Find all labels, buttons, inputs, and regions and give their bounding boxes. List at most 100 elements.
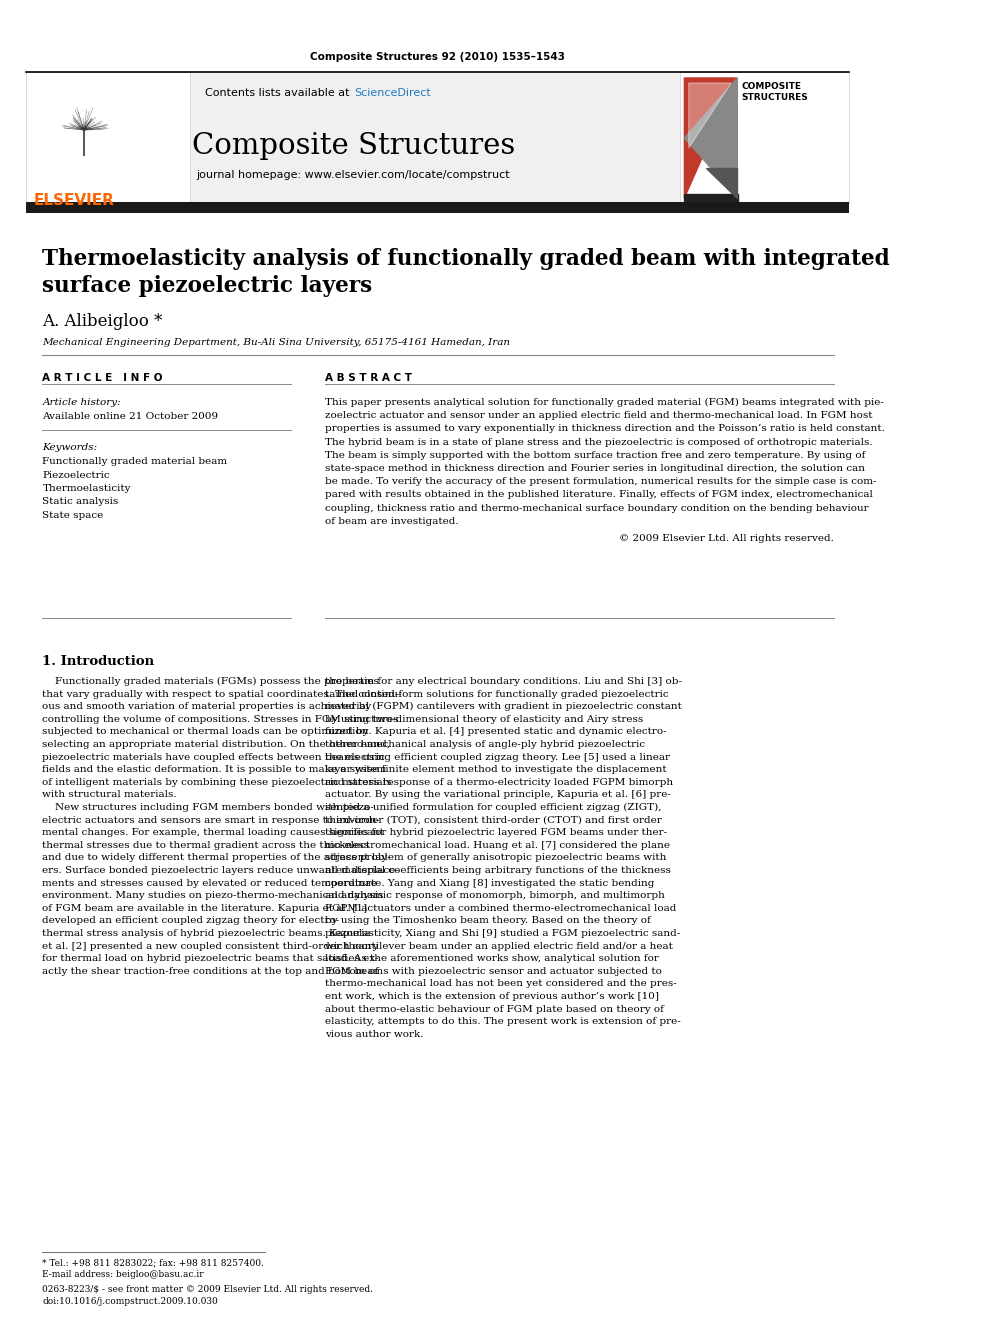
Bar (27, 202, 849, 213)
Text: Mechanical Engineering Department, Bu-Ali Sina University, 65175-4161 Hamedan, I: Mechanical Engineering Department, Bu-Al… (43, 337, 511, 347)
Text: 0263-8223/$ - see front matter © 2009 Elsevier Ltd. All rights reserved.: 0263-8223/$ - see front matter © 2009 El… (43, 1285, 373, 1294)
Text: doi:10.1016/j.compstruct.2009.10.030: doi:10.1016/j.compstruct.2009.10.030 (43, 1297, 218, 1306)
Text: theories for hybrid piezoelectric layered FGM beams under ther-: theories for hybrid piezoelectric layere… (325, 828, 667, 837)
Text: properties is assumed to vary exponentially in thickness direction and the Poiss: properties is assumed to vary exponentia… (325, 425, 885, 434)
Text: of beam are investigated.: of beam are investigated. (325, 517, 458, 525)
Text: third-order (TOT), consistent third-order (CTOT) and first order: third-order (TOT), consistent third-orde… (325, 815, 662, 824)
Text: coupling, thickness ratio and thermo-mechanical surface boundary condition on th: coupling, thickness ratio and thermo-mec… (325, 504, 869, 512)
Text: elasticity, attempts to do this. The present work is extension of pre-: elasticity, attempts to do this. The pre… (325, 1017, 681, 1027)
Text: ers. Surface bonded piezoelectric layers reduce unwanted displace-: ers. Surface bonded piezoelectric layers… (43, 867, 399, 875)
Text: The beam is simply supported with the bottom surface traction free and zero temp: The beam is simply supported with the bo… (325, 451, 865, 460)
Text: ELSEVIER: ELSEVIER (34, 193, 114, 208)
Polygon shape (688, 83, 731, 148)
Text: et al. [2] presented a new coupled consistent third-order theory: et al. [2] presented a new coupled consi… (43, 942, 379, 951)
Text: by using two-dimensional theory of elasticity and Airy stress: by using two-dimensional theory of elast… (325, 714, 643, 724)
Text: developed an efficient coupled zigzag theory for electro-: developed an efficient coupled zigzag th… (43, 917, 339, 925)
Text: Composite Structures: Composite Structures (191, 132, 515, 160)
Text: sented a unified formulation for coupled efficient zigzag (ZIGT),: sented a unified formulation for coupled… (325, 803, 662, 812)
Text: actuator. By using the variational principle, Kapuria et al. [6] pre-: actuator. By using the variational princ… (325, 790, 671, 799)
Text: surface piezoelectric layers: surface piezoelectric layers (43, 275, 373, 296)
Text: Composite Structures 92 (2010) 1535–1543: Composite Structures 92 (2010) 1535–1543 (310, 52, 565, 62)
Text: ments and stresses caused by elevated or reduced temperature: ments and stresses caused by elevated or… (43, 878, 377, 888)
Text: coordinate. Yang and Xiang [8] investigated the static bending: coordinate. Yang and Xiang [8] investiga… (325, 878, 655, 888)
Text: be made. To verify the accuracy of the present formulation, numerical results fo: be made. To verify the accuracy of the p… (325, 478, 877, 486)
Text: material (FGPM) cantilevers with gradient in piezoelectric constant: material (FGPM) cantilevers with gradien… (325, 703, 682, 712)
Text: pared with results obtained in the published literature. Finally, effects of FGM: pared with results obtained in the publi… (325, 491, 873, 499)
Text: Contents lists available at: Contents lists available at (205, 89, 353, 98)
Polygon shape (684, 78, 737, 198)
Text: Thermoelasticity analysis of functionally graded beam with integrated: Thermoelasticity analysis of functionall… (43, 247, 890, 270)
Text: and dynamic response of monomorph, bimorph, and multimorph: and dynamic response of monomorph, bimor… (325, 892, 665, 900)
Text: mental changes. For example, thermal loading causes significant: mental changes. For example, thermal loa… (43, 828, 384, 837)
Text: and stress response of a thermo-electricity loaded FGPM bimorph: and stress response of a thermo-electric… (325, 778, 674, 787)
Text: vious author work.: vious author work. (325, 1029, 424, 1039)
Text: about thermo-elastic behaviour of FGM plate based on theory of: about thermo-elastic behaviour of FGM pl… (325, 1004, 664, 1013)
Text: New structures including FGM members bonded with piezo-: New structures including FGM members bon… (43, 803, 374, 812)
Text: fields and the elastic deformation. It is possible to make a system: fields and the elastic deformation. It i… (43, 765, 387, 774)
Text: mo-electromechanical load. Huang et al. [7] considered the plane: mo-electromechanical load. Huang et al. … (325, 841, 670, 849)
Text: zoelectric actuator and sensor under an applied electric field and thermo-mechan: zoelectric actuator and sensor under an … (325, 411, 872, 421)
Text: Article history:: Article history: (43, 398, 121, 407)
Text: FGPM actuators under a combined thermo-electromechanical load: FGPM actuators under a combined thermo-e… (325, 904, 677, 913)
Text: ent work, which is the extension of previous author’s work [10]: ent work, which is the extension of prev… (325, 992, 659, 1002)
Text: This paper presents analytical solution for functionally graded material (FGM) b: This paper presents analytical solution … (325, 398, 884, 407)
Text: Thermoelasticity: Thermoelasticity (43, 484, 131, 493)
Text: thermal stress analysis of hybrid piezoelectric beams. Kapuria: thermal stress analysis of hybrid piezoe… (43, 929, 371, 938)
Text: Piezoelectric: Piezoelectric (43, 471, 110, 479)
Text: FGM beams with piezoelectric sensor and actuator subjected to: FGM beams with piezoelectric sensor and … (325, 967, 662, 976)
Text: all material coefficients being arbitrary functions of the thickness: all material coefficients being arbitrar… (325, 867, 671, 875)
Bar (27, 71, 189, 202)
Text: beams using efficient coupled zigzag theory. Lee [5] used a linear: beams using efficient coupled zigzag the… (325, 753, 670, 762)
Text: with structural materials.: with structural materials. (43, 790, 177, 799)
Text: ous and smooth variation of material properties is achieved by: ous and smooth variation of material pro… (43, 703, 372, 712)
Text: * Tel.: +98 811 8283022; fax: +98 811 8257400.: * Tel.: +98 811 8283022; fax: +98 811 82… (43, 1258, 264, 1267)
Text: environment. Many studies on piezo-thermo-mechanical analysis: environment. Many studies on piezo-therm… (43, 892, 384, 900)
Bar (684, 194, 738, 202)
Text: Keywords:: Keywords: (43, 443, 97, 452)
Text: wich cantilever beam under an applied electric field and/or a heat: wich cantilever beam under an applied el… (325, 942, 673, 951)
Text: thermal stresses due to thermal gradient across the thickness: thermal stresses due to thermal gradient… (43, 841, 370, 849)
Text: Static analysis: Static analysis (43, 497, 119, 507)
Text: 1. Introduction: 1. Introduction (43, 655, 155, 668)
Text: thermo-mechanical load has not been yet considered and the pres-: thermo-mechanical load has not been yet … (325, 979, 677, 988)
Text: layer wise finite element method to investigate the displacement: layer wise finite element method to inve… (325, 765, 667, 774)
Text: Available online 21 October 2009: Available online 21 October 2009 (43, 411, 218, 421)
Text: E-mail address: beigloo@basu.ac.ir: E-mail address: beigloo@basu.ac.ir (43, 1270, 204, 1279)
Text: electric actuators and sensors are smart in response to environ-: electric actuators and sensors are smart… (43, 815, 380, 824)
Text: function. Kapuria et al. [4] presented static and dynamic electro-: function. Kapuria et al. [4] presented s… (325, 728, 667, 737)
Text: STRUCTURES: STRUCTURES (742, 93, 808, 102)
Text: controlling the volume of compositions. Stresses in FGM structures: controlling the volume of compositions. … (43, 714, 399, 724)
Text: A. Alibeigloo *: A. Alibeigloo * (43, 314, 163, 329)
Text: actly the shear traction-free conditions at the top and bottom of: actly the shear traction-free conditions… (43, 967, 379, 976)
Text: thermo-mechanical analysis of angle-ply hybrid piezoelectric: thermo-mechanical analysis of angle-ply … (325, 740, 645, 749)
Text: of intelligent materials by combining these piezoelectric materials: of intelligent materials by combining th… (43, 778, 392, 787)
Text: journal homepage: www.elsevier.com/locate/compstruct: journal homepage: www.elsevier.com/locat… (196, 169, 510, 180)
Text: for thermal load on hybrid piezoelectric beams that satisfies ex-: for thermal load on hybrid piezoelectric… (43, 954, 379, 963)
Text: © 2009 Elsevier Ltd. All rights reserved.: © 2009 Elsevier Ltd. All rights reserved… (619, 534, 833, 542)
Text: stress problem of generally anisotropic piezoelectric beams with: stress problem of generally anisotropic … (325, 853, 667, 863)
Text: piezoelasticity, Xiang and Shi [9] studied a FGM piezoelectric sand-: piezoelasticity, Xiang and Shi [9] studi… (325, 929, 681, 938)
Text: subjected to mechanical or thermal loads can be optimized by: subjected to mechanical or thermal loads… (43, 728, 369, 737)
Text: COMPOSITE: COMPOSITE (742, 82, 802, 91)
Text: of FGM beam are available in the literature. Kapuria et al. [1]: of FGM beam are available in the literat… (43, 904, 367, 913)
Text: that vary gradually with respect to spatial coordinates. The continu-: that vary gradually with respect to spat… (43, 689, 402, 699)
Text: ScienceDirect: ScienceDirect (354, 89, 431, 98)
Text: Functionally graded material beam: Functionally graded material beam (43, 456, 227, 466)
Text: The hybrid beam is in a state of plane stress and the piezoelectric is composed : The hybrid beam is in a state of plane s… (325, 438, 873, 447)
Bar (27, 71, 680, 202)
Bar (680, 71, 849, 202)
Text: A R T I C L E   I N F O: A R T I C L E I N F O (43, 373, 163, 382)
Text: selecting an appropriate material distribution. On the other hand,: selecting an appropriate material distri… (43, 740, 391, 749)
Text: State space: State space (43, 511, 103, 520)
Polygon shape (706, 168, 737, 198)
Text: state-space method in thickness direction and Fourier series in longitudinal dir: state-space method in thickness directio… (325, 464, 865, 474)
Text: Functionally graded materials (FGMs) possess the properties: Functionally graded materials (FGMs) pos… (43, 677, 379, 687)
Text: tained closed-form solutions for functionally graded piezoelectric: tained closed-form solutions for functio… (325, 689, 669, 699)
Text: and due to widely different thermal properties of the adjacent lay-: and due to widely different thermal prop… (43, 853, 391, 863)
Text: load. As the aforementioned works show, analytical solution for: load. As the aforementioned works show, … (325, 954, 659, 963)
Text: by using the Timoshenko beam theory. Based on the theory of: by using the Timoshenko beam theory. Bas… (325, 917, 651, 925)
Text: piezoelectric materials have coupled effects between the electric: piezoelectric materials have coupled eff… (43, 753, 385, 762)
Polygon shape (684, 78, 737, 198)
Text: the beam for any electrical boundary conditions. Liu and Shi [3] ob-: the beam for any electrical boundary con… (325, 677, 682, 687)
Text: A B S T R A C T: A B S T R A C T (325, 373, 412, 382)
